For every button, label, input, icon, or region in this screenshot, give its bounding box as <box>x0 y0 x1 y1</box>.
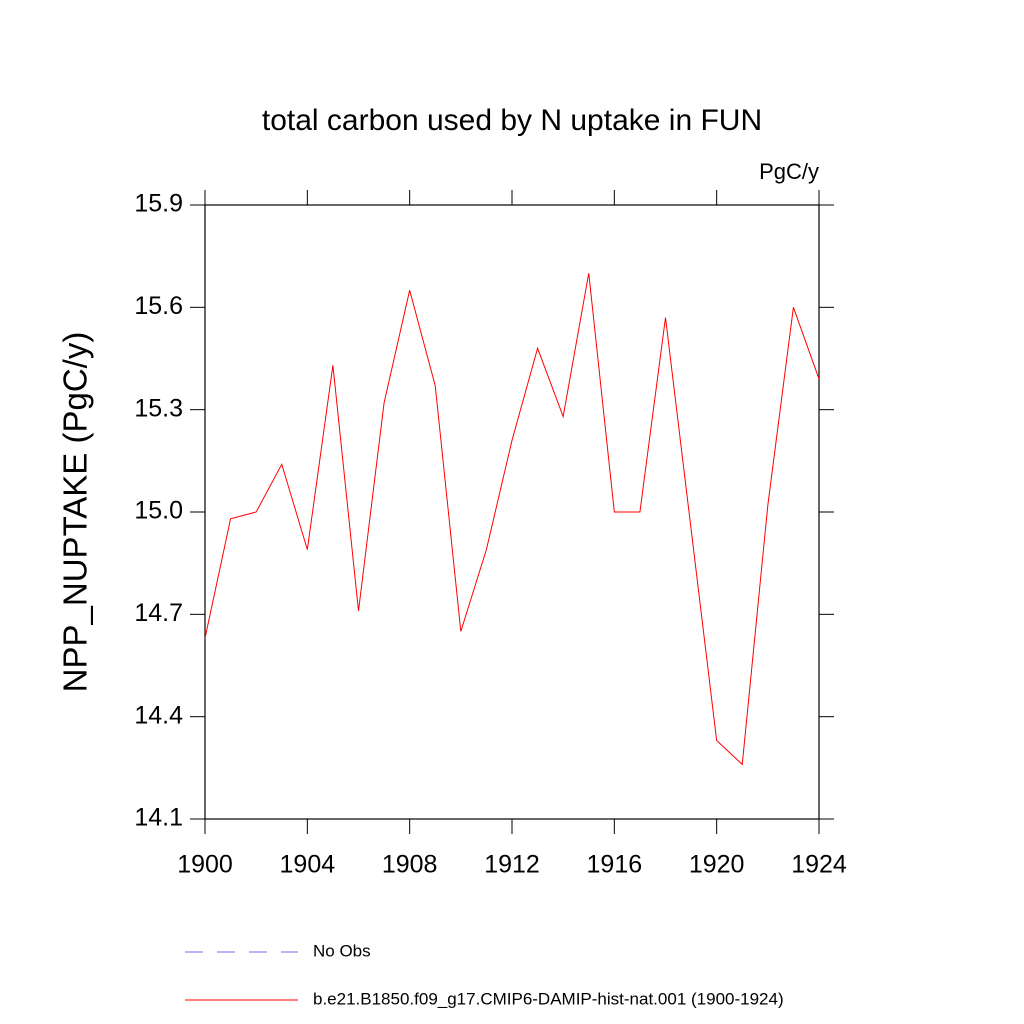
legend-label: No Obs <box>313 941 371 960</box>
y-tick-label: 15.0 <box>134 497 183 525</box>
y-tick-label: 14.1 <box>134 804 183 832</box>
data-line <box>204 273 820 766</box>
plot-frame <box>204 204 820 820</box>
chart-title: total carbon used by N uptake in FUN <box>262 104 762 137</box>
y-tick-label: 14.7 <box>134 599 183 627</box>
y-tick-label: 15.6 <box>134 292 183 320</box>
x-tick-label: 1924 <box>791 851 847 879</box>
y-tick-label: 15.3 <box>134 394 183 422</box>
x-tick-label: 1912 <box>484 851 540 879</box>
y-tick-label: 15.9 <box>134 190 183 218</box>
legend-label: b.e21.B1850.f09_g17.CMIP6-DAMIP-hist-nat… <box>313 989 784 1008</box>
x-tick-label: 1904 <box>280 851 336 879</box>
y-axis-label: NPP_NUPTAKE (PgC/y) <box>57 332 94 693</box>
x-tick-label: 1900 <box>177 851 233 879</box>
units-label: PgC/y <box>759 159 819 184</box>
x-tick-label: 1908 <box>382 851 438 879</box>
y-tick-label: 14.4 <box>134 701 183 729</box>
x-tick-label: 1916 <box>587 851 643 879</box>
x-tick-label: 1920 <box>689 851 745 879</box>
